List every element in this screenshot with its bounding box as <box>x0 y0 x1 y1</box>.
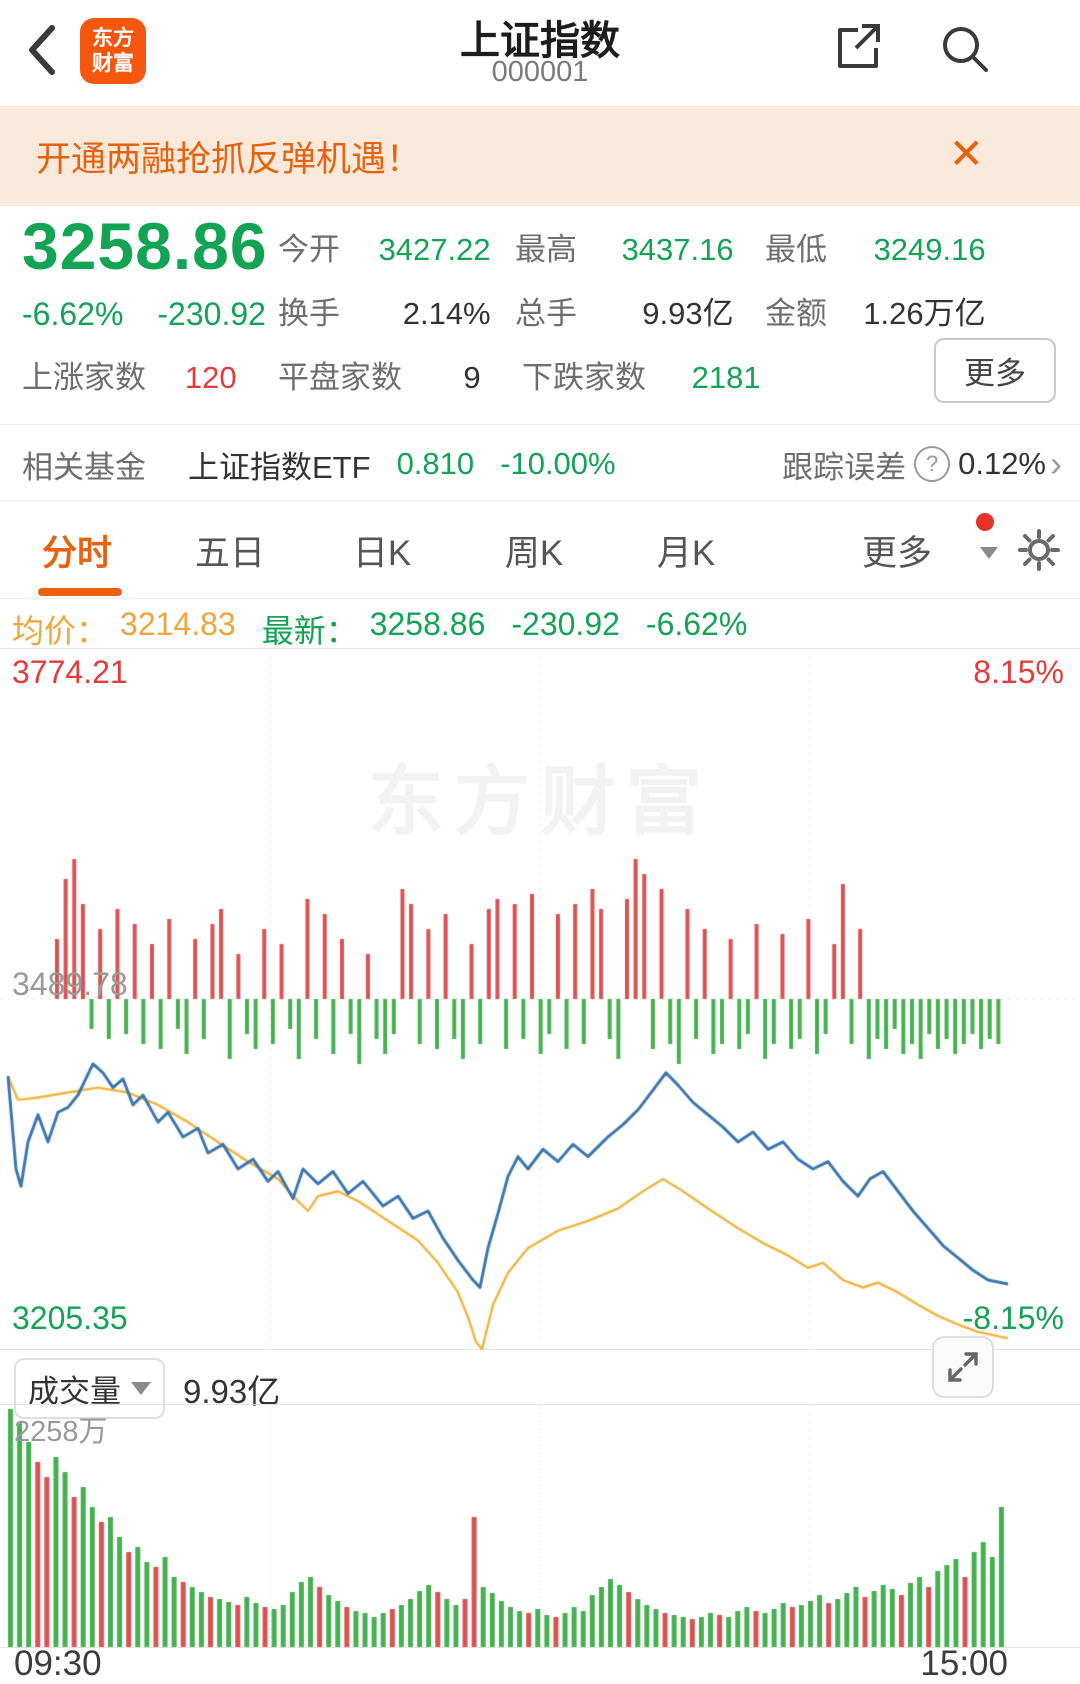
stat-advancers: 上涨家数 120 <box>22 352 237 397</box>
last-change: -230.92 <box>511 606 620 642</box>
volume-total-value: 9.93亿 <box>183 1372 281 1410</box>
tab-more-label: 更多 <box>861 533 932 573</box>
volume-max-label: 2258万 <box>14 1416 108 1448</box>
last-price: 3258.86 <box>22 209 268 283</box>
last-label: 最新： <box>261 613 358 649</box>
fund-name: 上证指数ETF <box>188 449 371 485</box>
stat-decliners-label: 下跌家数 <box>522 360 646 395</box>
stat-low-label: 最低 <box>765 232 827 267</box>
banner-close-icon[interactable]: ✕ <box>948 130 984 177</box>
stat-open: 今开 3427.22 <box>278 224 491 269</box>
app-header: 东方 财富 上证指数 000001 <box>0 0 1080 104</box>
stat-amount-value: 1.26万亿 <box>863 296 986 331</box>
stat-turnover: 换手 2.14% <box>278 288 491 333</box>
stat-low: 最低 3249.16 <box>765 224 986 269</box>
promo-banner[interactable]: 开通两融抢抓反弹机遇！ ✕ <box>0 106 1080 206</box>
stat-unchanged-value: 9 <box>463 360 481 395</box>
fund-pct: -10.00% <box>500 446 616 481</box>
divider <box>0 500 1080 501</box>
chart-max-pct-label: 8.15% <box>973 654 1064 690</box>
expand-chart-button[interactable] <box>932 1336 994 1398</box>
fund-label: 相关基金 <box>22 449 146 485</box>
promo-banner-text: 开通两融抢抓反弹机遇！ <box>36 139 422 179</box>
tab-more[interactable]: 更多 <box>822 512 998 576</box>
price-chart-canvas[interactable] <box>0 648 1080 1350</box>
stat-high-value: 3437.16 <box>621 232 734 267</box>
stock-code: 000001 <box>491 56 589 88</box>
chevron-down-icon <box>980 546 998 559</box>
stat-open-label: 今开 <box>278 232 340 267</box>
stat-amount-label: 金额 <box>765 296 827 331</box>
eastmoney-logo[interactable]: 东方 财富 <box>80 18 146 84</box>
more-stats-button[interactable]: 更多 <box>934 338 1056 403</box>
avg-value: 3214.83 <box>120 606 236 642</box>
avg-last-line: 均价： 3214.83 最新： 3258.86 -230.92 -6.62% <box>12 606 1072 652</box>
stat-advancers-value: 120 <box>184 360 237 395</box>
period-tabbar: 分时 五日 日K 周K 月K 更多 <box>0 502 1080 598</box>
divider <box>0 424 1080 425</box>
stat-volume: 总手 9.93亿 <box>515 288 734 333</box>
chart-min-pct-label: -8.15% <box>962 1300 1064 1336</box>
stat-turnover-value: 2.14% <box>402 296 491 331</box>
chevron-right-icon[interactable]: › <box>1050 443 1062 484</box>
last-percent: -6.62% <box>645 606 748 642</box>
tracking-error-value: 0.12% <box>958 446 1046 481</box>
active-tab-underline <box>38 588 122 596</box>
time-axis-end: 15:00 <box>920 1644 1008 1683</box>
stat-decliners-value: 2181 <box>691 360 761 395</box>
volume-selector-label: 成交量 <box>28 1374 121 1409</box>
search-icon[interactable] <box>936 20 992 76</box>
tracking-error-label: 跟踪误差 <box>782 449 907 485</box>
fund-nav: 0.810 <box>396 446 475 481</box>
minute-chart[interactable] <box>0 648 1080 1350</box>
stat-volume-label: 总手 <box>515 296 577 331</box>
tab-weekly-k[interactable]: 周K <box>504 533 564 573</box>
tab-daily-k[interactable]: 日K <box>352 533 412 573</box>
divider <box>0 598 1080 599</box>
tab-minute[interactable]: 分时 <box>41 533 112 573</box>
stat-advancers-label: 上涨家数 <box>22 360 146 395</box>
related-fund-row[interactable]: 相关基金 上证指数ETF 0.810 -10.00% 跟踪误差 ? 0.12% … <box>0 428 1080 500</box>
gear-icon[interactable] <box>1016 527 1062 573</box>
notification-dot <box>976 512 994 531</box>
stat-unchanged: 平盘家数 9 <box>278 352 481 397</box>
tab-5day[interactable]: 五日 <box>194 533 265 573</box>
change-value: -230.92 <box>157 296 266 332</box>
stat-decliners: 下跌家数 2181 <box>522 352 761 397</box>
stat-open-value: 3427.22 <box>378 232 491 267</box>
logo-line1: 东方 <box>92 27 134 50</box>
volume-chart-canvas[interactable] <box>0 1404 1080 1648</box>
question-icon[interactable]: ? <box>914 446 951 482</box>
back-icon[interactable] <box>22 22 62 78</box>
avg-label: 均价： <box>12 613 109 649</box>
stat-turnover-label: 换手 <box>278 296 340 331</box>
stat-unchanged-label: 平盘家数 <box>278 360 402 395</box>
page-title: 上证指数 <box>460 19 620 63</box>
change-percent: -6.62% <box>22 296 124 332</box>
tab-monthly-k[interactable]: 月K <box>656 533 716 573</box>
stat-high-label: 最高 <box>515 232 577 267</box>
chevron-down-icon <box>131 1382 151 1395</box>
volume-chart[interactable] <box>0 1404 1080 1648</box>
chart-min-label: 3205.35 <box>12 1300 128 1336</box>
stat-high: 最高 3437.16 <box>515 224 734 269</box>
chart-max-label: 3774.21 <box>12 654 128 690</box>
chart-mid-label: 3489.78 <box>12 966 128 1002</box>
share-icon[interactable] <box>828 20 884 76</box>
price-change-line: -6.62% -230.92 <box>22 296 266 333</box>
time-axis-start: 09:30 <box>14 1644 102 1683</box>
logo-line2: 财富 <box>92 52 134 75</box>
last-value: 3258.86 <box>369 606 486 642</box>
stat-amount: 金额 1.26万亿 <box>765 288 986 333</box>
stat-volume-value: 9.93亿 <box>642 296 734 331</box>
stat-low-value: 3249.16 <box>873 232 986 267</box>
expand-icon <box>948 1352 978 1382</box>
